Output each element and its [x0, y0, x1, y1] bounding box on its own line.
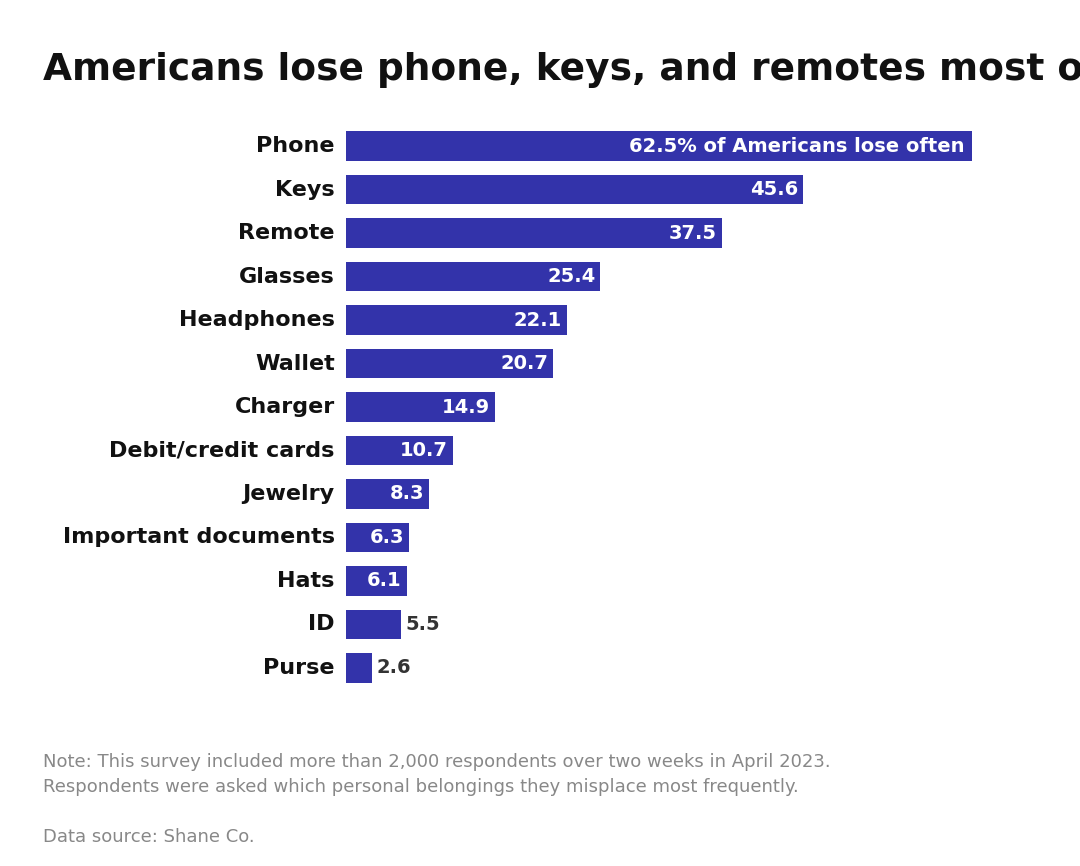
Bar: [346, 522, 409, 553]
Text: 2.6: 2.6: [377, 658, 411, 677]
Text: 37.5: 37.5: [669, 223, 717, 242]
Text: 25.4: 25.4: [548, 267, 595, 286]
Text: 14.9: 14.9: [442, 397, 490, 417]
Bar: [346, 566, 407, 596]
Text: Charger: Charger: [234, 397, 335, 417]
Bar: [346, 349, 553, 378]
Text: 45.6: 45.6: [750, 180, 798, 199]
Text: 5.5: 5.5: [406, 615, 441, 634]
Text: 10.7: 10.7: [400, 441, 448, 460]
Text: Remote: Remote: [239, 223, 335, 243]
Text: 6.1: 6.1: [367, 572, 402, 591]
Text: Glasses: Glasses: [239, 267, 335, 287]
Bar: [346, 392, 495, 422]
Text: Note: This survey included more than 2,000 respondents over two weeks in April 2: Note: This survey included more than 2,0…: [43, 753, 831, 846]
Text: Headphones: Headphones: [179, 310, 335, 330]
Text: Important documents: Important documents: [63, 527, 335, 547]
Text: Purse: Purse: [264, 658, 335, 678]
Bar: [346, 479, 429, 508]
Text: Wallet: Wallet: [255, 353, 335, 373]
Text: Debit/credit cards: Debit/credit cards: [109, 441, 335, 461]
Text: 20.7: 20.7: [500, 354, 549, 373]
Text: 22.1: 22.1: [514, 311, 563, 330]
Bar: [346, 306, 567, 335]
Text: Hats: Hats: [278, 571, 335, 591]
Text: Jewelry: Jewelry: [243, 484, 335, 504]
Text: ID: ID: [308, 614, 335, 634]
Bar: [346, 132, 972, 161]
Bar: [346, 653, 372, 682]
Text: 8.3: 8.3: [389, 484, 423, 503]
Text: Keys: Keys: [275, 180, 335, 200]
Text: Phone: Phone: [256, 136, 335, 156]
Bar: [346, 262, 600, 292]
Bar: [346, 175, 802, 204]
Text: 62.5% of Americans lose often: 62.5% of Americans lose often: [629, 137, 964, 156]
Text: 6.3: 6.3: [369, 528, 404, 547]
Bar: [346, 218, 721, 248]
Bar: [346, 610, 401, 639]
Bar: [346, 436, 453, 465]
Text: Americans lose phone, keys, and remotes most often: Americans lose phone, keys, and remotes …: [43, 52, 1080, 88]
